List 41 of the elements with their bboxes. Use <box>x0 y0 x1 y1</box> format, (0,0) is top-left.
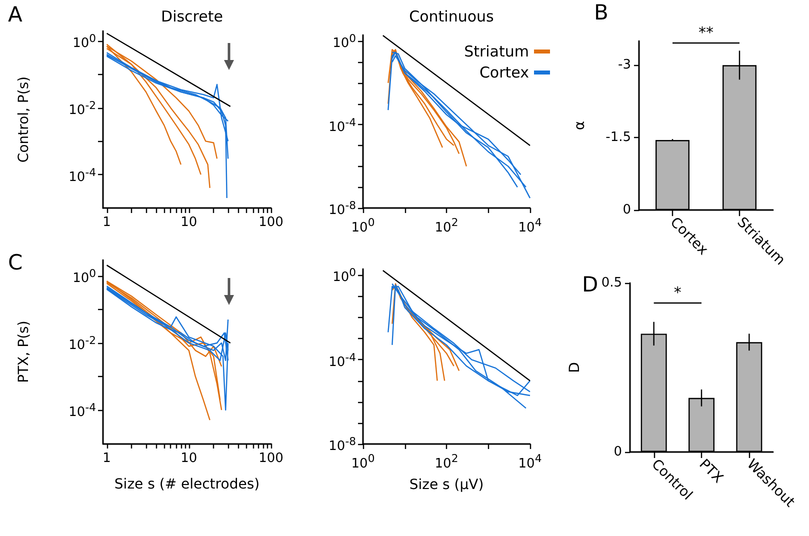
x-axis-title: Size s (# electrodes) <box>114 476 260 492</box>
y-tick-label: 10$^{0}$ <box>72 266 96 286</box>
y-axis-title: PTX, P(s) <box>16 320 32 383</box>
y-tick-label: 10$^{0}$ <box>332 265 356 286</box>
y-tick-label: 10$^{0}$ <box>332 31 356 52</box>
text: A <box>8 2 23 26</box>
chart-title: Continuous <box>409 8 494 26</box>
y-tick-label: 10$^{0}$ <box>72 30 96 52</box>
chart-title: Discrete <box>161 8 223 26</box>
y-tick-label: 0.5 <box>601 276 622 290</box>
y-tick-label: 10$^{-4}$ <box>68 400 96 420</box>
y-tick-label: 10$^{-2}$ <box>68 332 96 354</box>
x-tick-label: 10 <box>180 450 198 466</box>
text: C <box>8 250 23 274</box>
y-tick-label: 0 <box>622 202 631 218</box>
y-tick-label: 10$^{-4}$ <box>68 164 96 185</box>
y-tick-label: 10$^{-2}$ <box>68 98 96 118</box>
y-tick-label: 10$^{-4}$ <box>328 350 356 370</box>
text: D <box>582 272 598 296</box>
x-tick-label: 1 <box>102 215 111 230</box>
x-tick-label: 10 <box>180 215 198 230</box>
x-tick-label: 1 <box>102 450 111 466</box>
x-axis-title: Size s (μV) <box>409 477 484 493</box>
x-tick-label: 100 <box>258 450 284 466</box>
y-axis-title: D <box>567 362 583 373</box>
legend-label: Cortex <box>479 64 530 82</box>
y-tick-label: 10$^{-4}$ <box>328 114 356 135</box>
y-tick-label: 0 <box>614 444 622 460</box>
y-axis-title: α <box>572 120 588 130</box>
x-tick-label: 10$^{4}$ <box>518 451 542 472</box>
x-tick-label: 100 <box>258 215 284 230</box>
legend-label: Striatum <box>464 42 529 60</box>
text: B <box>594 0 608 24</box>
y-tick-label: -1.5 <box>606 130 631 146</box>
x-tick-label: 10$^{2}$ <box>434 451 458 472</box>
x-tick-label: 10$^{2}$ <box>434 215 458 236</box>
annotation: * <box>674 284 682 302</box>
x-tick-label: 10$^{4}$ <box>518 215 542 236</box>
y-tick-label: -3 <box>618 58 631 73</box>
y-axis-title: Control, P(s) <box>16 76 32 163</box>
annotation: ** <box>698 24 714 42</box>
